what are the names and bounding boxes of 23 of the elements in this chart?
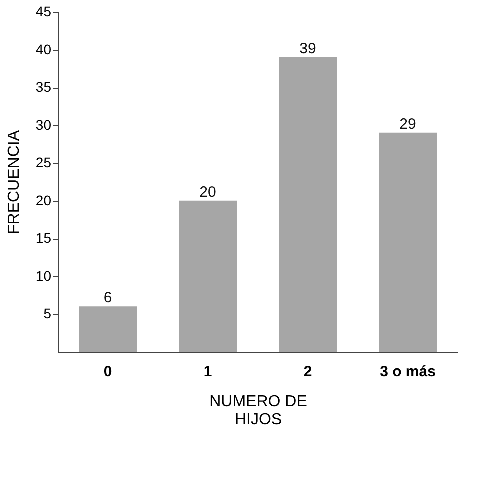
y-tick-label: 30	[36, 116, 52, 133]
y-tick-label: 10	[36, 268, 52, 284]
bar	[379, 132, 437, 352]
bar	[79, 306, 137, 352]
bar	[279, 57, 337, 352]
y-tick-label: 35	[36, 79, 52, 96]
y-tick-label: 20	[36, 192, 52, 208]
y-axis-title: FRECUENCIA	[6, 130, 23, 235]
x-tick-label: 3 o más	[380, 364, 436, 380]
data-label: 20	[200, 184, 216, 201]
x-axis-title: NUMERO DE HIJOS	[210, 394, 308, 428]
x-tick-label: 0	[104, 364, 112, 380]
y-tick-label: 45	[36, 4, 52, 20]
data-label: 6	[104, 290, 112, 307]
y-tick-label: 5	[44, 306, 52, 322]
y-tick-label: 40	[36, 41, 52, 58]
bar	[179, 200, 237, 352]
data-label: 29	[400, 116, 416, 133]
data-label: 39	[300, 40, 316, 58]
y-tick-label: 15	[36, 230, 52, 246]
x-tick-label: 2	[304, 364, 312, 380]
x-tick-label: 1	[204, 364, 212, 380]
y-tick-label: 25	[36, 154, 52, 171]
